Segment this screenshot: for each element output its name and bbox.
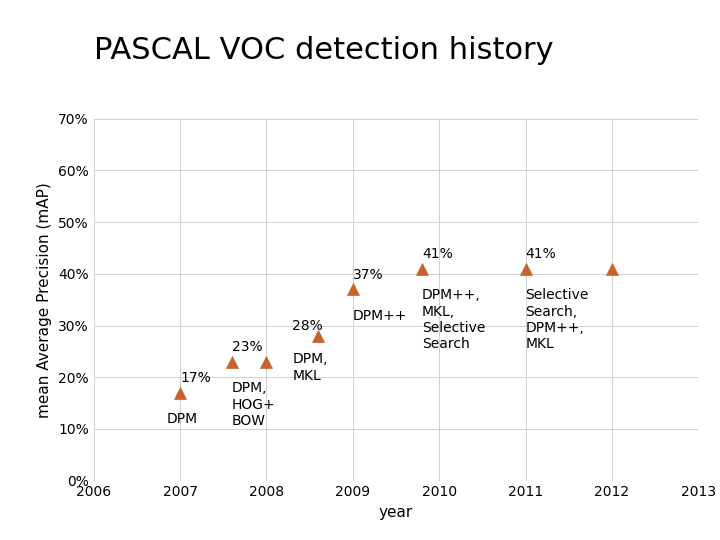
Text: Selective
Search,
DPM++,
MKL: Selective Search, DPM++, MKL bbox=[526, 288, 589, 351]
X-axis label: year: year bbox=[379, 505, 413, 520]
Text: 23%: 23% bbox=[232, 340, 263, 354]
Text: DPM++: DPM++ bbox=[353, 309, 408, 323]
Text: 17%: 17% bbox=[180, 371, 211, 385]
Text: 37%: 37% bbox=[353, 268, 384, 282]
Text: DPM++,
MKL,
Selective
Search: DPM++, MKL, Selective Search bbox=[422, 288, 485, 351]
Y-axis label: mean Average Precision (mAP): mean Average Precision (mAP) bbox=[37, 182, 53, 417]
Text: DPM: DPM bbox=[167, 413, 198, 427]
Text: PASCAL VOC detection history: PASCAL VOC detection history bbox=[94, 36, 553, 65]
Text: 41%: 41% bbox=[422, 247, 453, 261]
Text: 28%: 28% bbox=[292, 319, 323, 333]
Text: 41%: 41% bbox=[526, 247, 557, 261]
Text: DPM,
HOG+
BOW: DPM, HOG+ BOW bbox=[232, 381, 276, 428]
Text: DPM,
MKL: DPM, MKL bbox=[292, 353, 328, 383]
